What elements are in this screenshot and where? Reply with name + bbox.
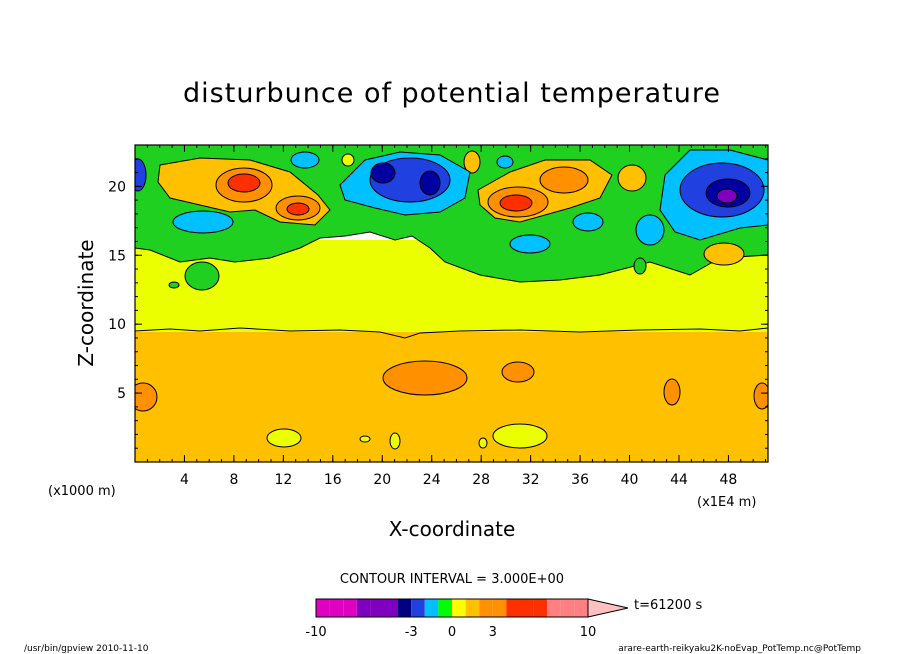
contour-patch <box>290 151 320 169</box>
contour-patch <box>492 423 548 449</box>
colorbar-band <box>397 599 412 617</box>
colorbar-label: 10 <box>580 625 597 640</box>
x-tick-label: 20 <box>373 472 391 488</box>
y-unit-label: (x1000 m) <box>48 484 116 499</box>
chart-title: disturbunce of potential temperature <box>183 78 721 109</box>
colorbar-band <box>452 599 466 617</box>
colorbar-band <box>547 599 561 617</box>
colorbar-label: -10 <box>305 625 326 640</box>
contour-patch <box>370 162 396 184</box>
footer-right: arare-earth-reikyaku2K-noEvap_PotTemp.nc… <box>618 644 861 654</box>
contour-patch <box>478 437 488 449</box>
x-tick-label: 28 <box>472 472 490 488</box>
colorbar-extension <box>587 598 629 618</box>
colorbar-band <box>424 599 439 617</box>
contour-patch <box>509 234 551 254</box>
colorbar-band <box>492 599 507 617</box>
contour-interval-label: CONTOUR INTERVAL = 3.000E+00 <box>340 572 564 587</box>
contour-patch <box>572 212 604 232</box>
x-tick-label: 16 <box>324 472 342 488</box>
contour-patch <box>341 153 355 167</box>
x-unit-label: (x1E4 m) <box>697 495 756 510</box>
contour-patch <box>419 170 441 196</box>
contour-patch <box>539 166 589 194</box>
y-tick-label: 15 <box>108 248 126 264</box>
colorbar-band <box>384 599 398 617</box>
colorbar-band <box>533 599 548 617</box>
contour-patch <box>286 202 310 216</box>
contour-patch <box>496 155 514 169</box>
contour-patch <box>135 382 158 412</box>
colorbar-band <box>574 599 588 617</box>
y-axis-label: Z-coordinate <box>74 239 98 366</box>
x-tick-label: 40 <box>621 472 639 488</box>
contour-patch <box>184 261 220 291</box>
contour-patch <box>703 242 745 266</box>
contour-patch <box>499 194 533 212</box>
y-axis: 5 10 15 20 <box>108 144 768 449</box>
x-tick-label: 32 <box>522 472 540 488</box>
colorbar-band <box>316 599 330 617</box>
colorbar-band <box>465 599 480 617</box>
contour-patch <box>635 214 665 246</box>
colorbar-band <box>356 599 371 617</box>
x-tick-label: 4 <box>180 472 189 488</box>
colorbar-band <box>438 599 452 617</box>
colorbar-label: -3 <box>405 625 418 640</box>
contour-patch <box>389 432 401 450</box>
contour-patch <box>501 361 535 383</box>
colorbar-band <box>560 599 575 617</box>
contour-patch <box>359 435 371 443</box>
colorbar <box>315 598 629 618</box>
contour-patch <box>382 360 468 396</box>
colorbar-labels: -10 -3 0 3 10 <box>305 625 596 640</box>
colorbar-band <box>370 599 384 617</box>
footer-left: /usr/bin/gpview 2010-11-10 <box>24 644 149 654</box>
colorbar-band <box>329 599 344 617</box>
y-tick-label: 10 <box>108 317 126 333</box>
contour-patch <box>633 257 647 275</box>
plot-area <box>135 145 768 462</box>
colorbar-band <box>479 599 493 617</box>
colorbar-band <box>411 599 425 617</box>
x-tick-label: 24 <box>423 472 441 488</box>
colorbar-band <box>520 599 534 617</box>
contour-patch <box>753 382 768 410</box>
x-tick-label: 8 <box>229 472 238 488</box>
time-label: t=61200 s <box>634 598 702 613</box>
contour-patch <box>617 164 647 192</box>
colorbar-band <box>343 599 357 617</box>
y-tick-label: 20 <box>108 179 126 195</box>
lower-layer-fill <box>135 331 768 462</box>
x-axis: 4 8 12 16 20 24 28 32 36 40 44 48 <box>134 145 767 488</box>
y-tick-label: 5 <box>117 386 126 402</box>
contour-patch <box>172 210 234 234</box>
plot-frame <box>134 144 769 463</box>
colorbar-label: 0 <box>448 625 456 640</box>
contour-patch <box>663 378 681 406</box>
x-tick-label: 44 <box>670 472 688 488</box>
x-tick-label: 48 <box>720 472 738 488</box>
colorbar-label: 3 <box>489 625 497 640</box>
contour-patch <box>716 188 738 204</box>
contour-patch <box>168 281 180 289</box>
layer-boundary <box>135 327 768 339</box>
x-axis-label: X-coordinate <box>389 517 516 541</box>
contour-patch <box>266 428 302 448</box>
x-tick-label: 36 <box>571 472 589 488</box>
contour-patch <box>227 173 261 193</box>
colorbar-band <box>506 599 520 617</box>
contour-patch <box>463 150 481 174</box>
x-tick-label: 12 <box>274 472 292 488</box>
